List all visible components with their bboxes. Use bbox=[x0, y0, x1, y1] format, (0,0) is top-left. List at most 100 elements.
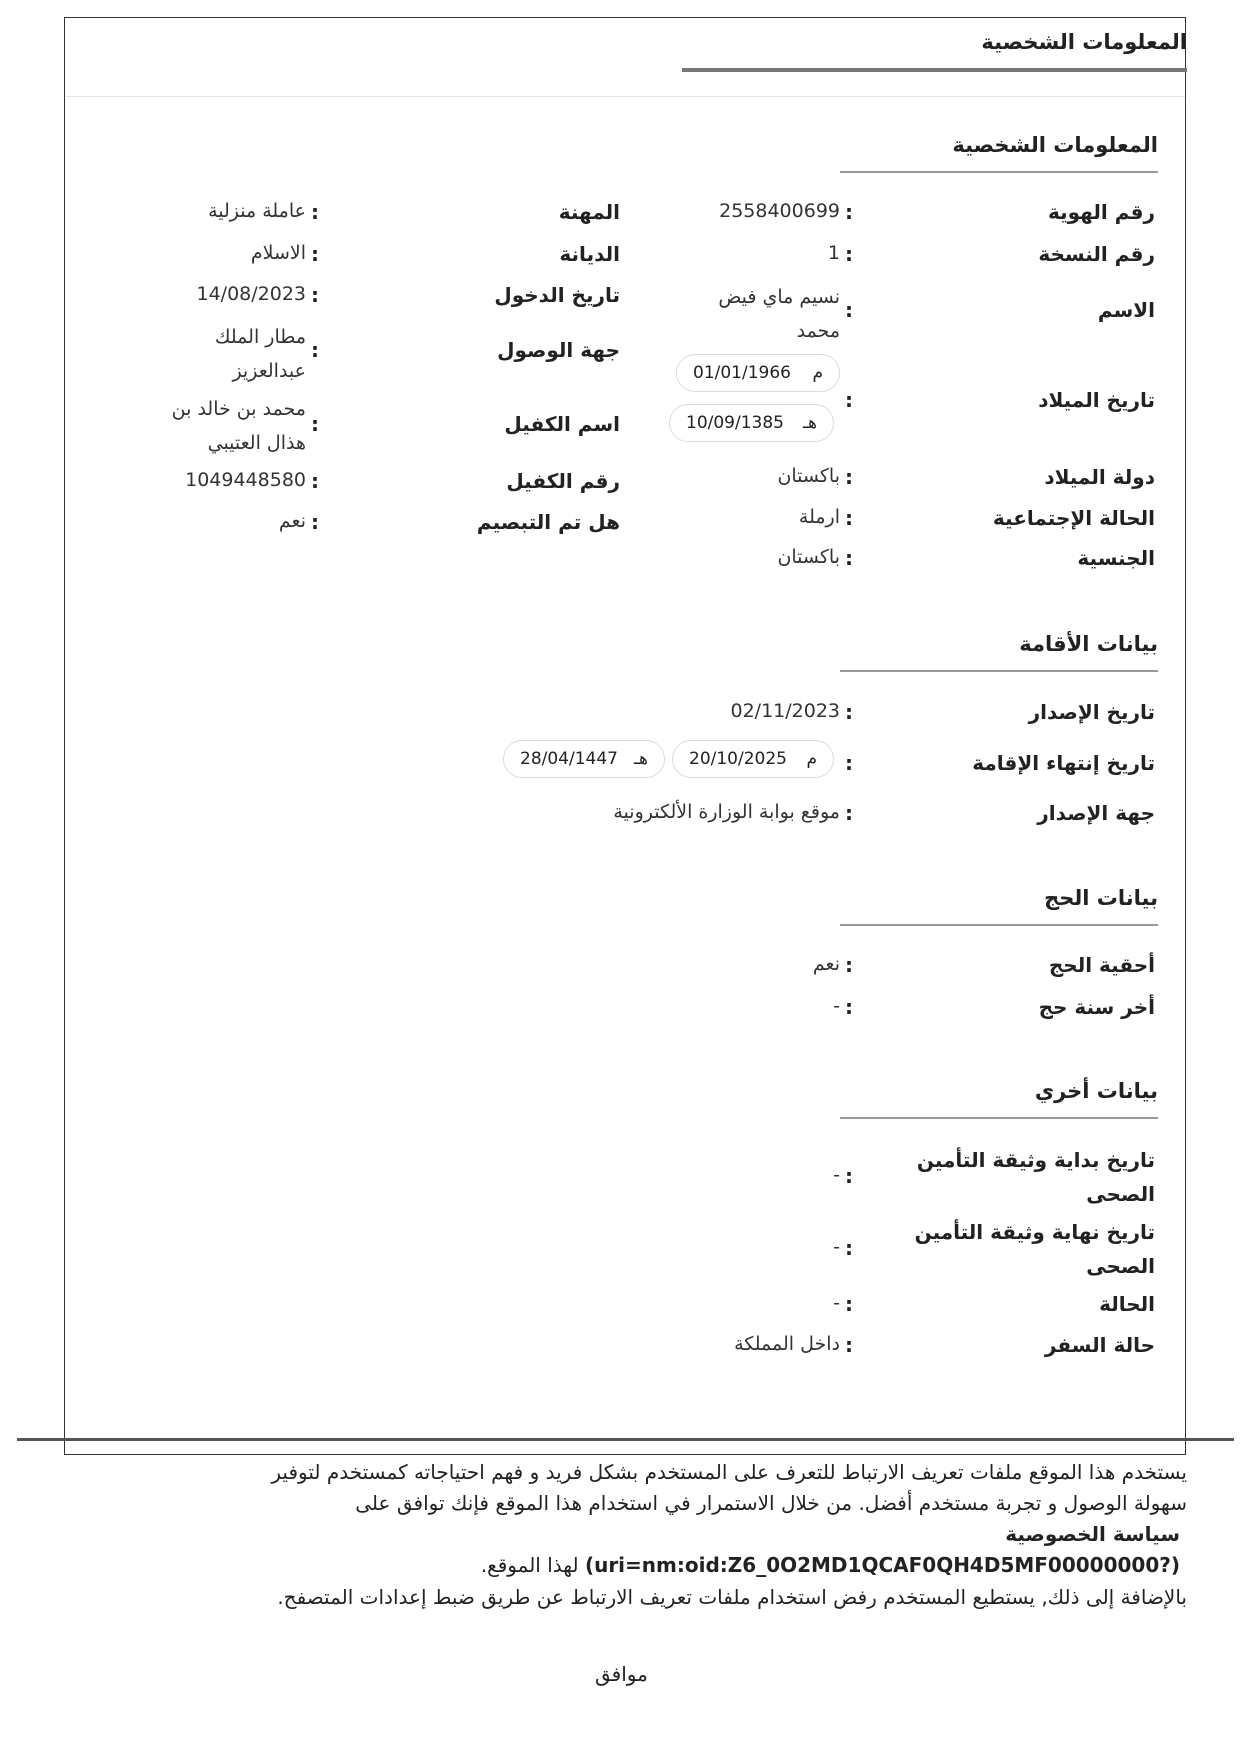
personal-info-panel bbox=[64, 17, 1186, 1455]
issuer-value: موقع بوابة الوزارة الألكترونية bbox=[613, 801, 840, 823]
marital-status-label: الحالة الإجتماعية bbox=[992, 506, 1155, 530]
colon: : bbox=[311, 412, 319, 436]
colon: : bbox=[845, 388, 853, 412]
insurance-end-label: تاريخ نهاية وثيقة التأمين الصحى bbox=[914, 1220, 1155, 1278]
religion-label: الديانة bbox=[559, 242, 620, 266]
insurance-end-value: - bbox=[833, 1236, 840, 1258]
dob-gregorian-pill: م 01/01/1966 bbox=[676, 354, 840, 392]
arrival-point-label: جهة الوصول bbox=[497, 338, 620, 362]
colon: : bbox=[845, 242, 853, 266]
issuer-label: جهة الإصدار bbox=[1037, 801, 1155, 825]
name-value: نسيم ماي فيض محمد bbox=[718, 286, 840, 342]
id-number-label: رقم الهوية bbox=[1047, 200, 1155, 224]
id-number-value: 2558400699 bbox=[719, 200, 840, 222]
section-divider bbox=[840, 670, 1158, 672]
last-hajj-year-value: - bbox=[833, 995, 840, 1017]
colon: : bbox=[311, 469, 319, 493]
last-hajj-year-label: أخر سنة حج bbox=[1038, 995, 1155, 1019]
cookie-text-line: (uri=nm:oid:Z6_0O2MD1QCAF0QH4D5MF0000000… bbox=[481, 1553, 1180, 1577]
expiry-gregorian-pill: م 20/10/2025 bbox=[672, 740, 834, 778]
status-label: الحالة bbox=[1099, 1292, 1155, 1316]
religion-value: الاسلام bbox=[250, 242, 306, 264]
cookie-text-line: سهولة الوصول و تجربة مستخدم أفضل. من خلا… bbox=[355, 1491, 1187, 1515]
marital-status-value: ارملة bbox=[798, 506, 840, 528]
section-divider bbox=[840, 1117, 1158, 1119]
colon: : bbox=[311, 510, 319, 534]
colon: : bbox=[845, 751, 853, 775]
dob-hijri-value: 10/09/1385 bbox=[686, 413, 784, 433]
section-heading-hajj: بيانات الحج bbox=[1044, 886, 1158, 910]
status-value: - bbox=[833, 1292, 840, 1314]
colon: : bbox=[845, 1236, 853, 1260]
section-heading-personal: المعلومات الشخصية bbox=[952, 133, 1158, 157]
colon: : bbox=[845, 995, 853, 1019]
colon: : bbox=[845, 801, 853, 825]
name-label: الاسم bbox=[1097, 298, 1155, 322]
expiry-gregorian-value: 20/10/2025 bbox=[689, 749, 787, 769]
colon: : bbox=[845, 700, 853, 724]
colon: : bbox=[311, 200, 319, 224]
cookie-banner-divider bbox=[17, 1438, 1234, 1441]
sponsor-id-label: رقم الكفيل bbox=[506, 469, 620, 493]
entry-date-value: 14/08/2023 bbox=[196, 283, 306, 305]
dob-hijri-pill: هـ 10/09/1385 bbox=[669, 404, 834, 442]
colon: : bbox=[845, 1333, 853, 1357]
dob-gregorian-value: 01/01/1966 bbox=[693, 363, 791, 383]
issue-date-value: 02/11/2023 bbox=[730, 700, 840, 722]
expiry-hijri-pill: هـ 28/04/1447 bbox=[503, 740, 665, 778]
colon: : bbox=[845, 1164, 853, 1188]
travel-status-label: حالة السفر bbox=[1044, 1333, 1155, 1357]
entry-date-label: تاريخ الدخول bbox=[494, 283, 620, 307]
section-divider bbox=[840, 171, 1158, 173]
copy-number-label: رقم النسخة bbox=[1038, 242, 1155, 266]
fingerprint-value: نعم bbox=[278, 510, 306, 532]
section-divider bbox=[840, 924, 1158, 926]
gregorian-marker: م bbox=[806, 749, 817, 769]
cookie-text-line: يستخدم هذا الموقع ملفات تعريف الارتباط ل… bbox=[271, 1460, 1187, 1484]
colon: : bbox=[845, 546, 853, 570]
occupation-label: المهنة bbox=[558, 200, 620, 224]
insurance-start-label: تاريخ بداية وثيقة التأمين الصحى bbox=[916, 1148, 1155, 1206]
divider bbox=[66, 96, 1185, 97]
colon: : bbox=[845, 298, 853, 322]
arrival-point-value: مطار الملك عبدالعزيز bbox=[214, 326, 306, 382]
colon: : bbox=[311, 283, 319, 307]
hijri-marker: هـ bbox=[803, 413, 817, 433]
colon: : bbox=[311, 338, 319, 362]
travel-status-value: داخل المملكة bbox=[734, 1333, 840, 1355]
colon: : bbox=[845, 953, 853, 977]
dob-label: تاريخ الميلاد bbox=[1038, 388, 1155, 412]
nationality-label: الجنسية bbox=[1077, 546, 1155, 570]
colon: : bbox=[845, 506, 853, 530]
cookie-text-suffix: لهذا الموقع. bbox=[480, 1553, 579, 1577]
birth-country-value: باكستان bbox=[777, 465, 840, 487]
section-heading-other: بيانات أخري bbox=[1034, 1079, 1158, 1103]
panel-title-tab[interactable]: المعلومات الشخصية bbox=[981, 30, 1187, 54]
privacy-uri[interactable]: (uri=nm:oid:Z6_0O2MD1QCAF0QH4D5MF0000000… bbox=[584, 1553, 1180, 1577]
hijri-marker: هـ bbox=[634, 749, 648, 769]
section-heading-residence: بيانات الأقامة bbox=[1019, 632, 1158, 656]
colon: : bbox=[845, 1292, 853, 1316]
issue-date-label: تاريخ الإصدار bbox=[1028, 700, 1155, 724]
copy-number-value: 1 bbox=[827, 242, 840, 264]
sponsor-name-value: محمد بن خالد بن هذال العتيبي bbox=[171, 398, 306, 454]
sponsor-id-value: 1049448580 bbox=[185, 469, 306, 491]
hajj-eligibility-value: نعم bbox=[812, 953, 840, 975]
nationality-value: باكستان bbox=[777, 546, 840, 568]
occupation-value: عاملة منزلية bbox=[208, 200, 306, 222]
sponsor-name-label: اسم الكفيل bbox=[504, 412, 620, 436]
privacy-policy-link[interactable]: سياسة الخصوصية bbox=[1005, 1522, 1180, 1546]
expiry-hijri-value: 28/04/1447 bbox=[520, 749, 618, 769]
colon: : bbox=[845, 465, 853, 489]
colon: : bbox=[845, 200, 853, 224]
expiry-date-label: تاريخ إنتهاء الإقامة bbox=[972, 751, 1155, 775]
active-tab-underline bbox=[682, 68, 1187, 72]
fingerprint-label: هل تم التبصيم bbox=[476, 510, 620, 534]
hajj-eligibility-label: أحقية الحج bbox=[1048, 953, 1155, 977]
agree-button[interactable]: موافق bbox=[595, 1662, 648, 1686]
colon: : bbox=[311, 242, 319, 266]
cookie-text-line: بالإضافة إلى ذلك, يستطيع المستخدم رفض اس… bbox=[277, 1585, 1187, 1609]
gregorian-marker: م bbox=[812, 363, 823, 383]
insurance-start-value: - bbox=[833, 1164, 840, 1186]
birth-country-label: دولة الميلاد bbox=[1044, 465, 1155, 489]
